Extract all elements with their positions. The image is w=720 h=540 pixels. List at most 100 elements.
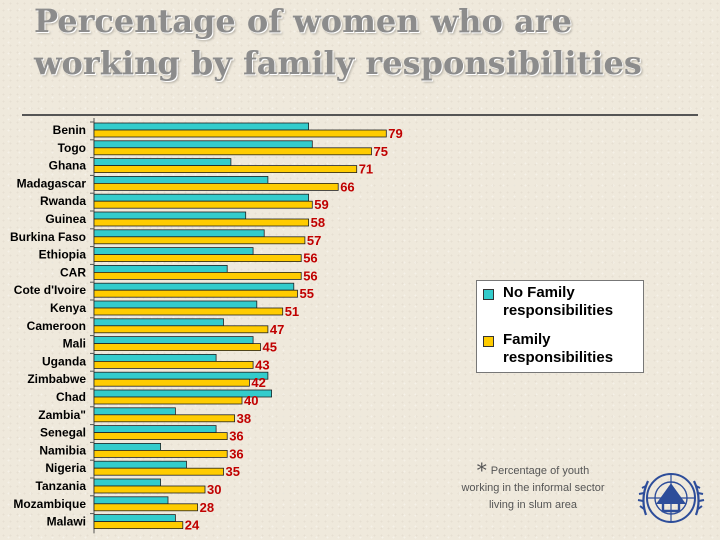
bar-family-benin xyxy=(93,129,387,138)
bar-family-ghana xyxy=(93,165,358,173)
chart-title: Percentage of women who are working by f… xyxy=(34,2,642,82)
bar-family-mozambique xyxy=(93,503,198,512)
bar-family-malawi xyxy=(93,521,184,530)
category-label-burkina-faso: Burkina Faso xyxy=(10,230,86,244)
bar-family-nigeria xyxy=(93,467,224,476)
bar-family-zimbabwe xyxy=(93,378,250,387)
bar-family-uganda xyxy=(93,360,254,369)
bar-family-zambia xyxy=(93,414,236,423)
category-label-cote-d-ivoire: Cote d'Ivoire xyxy=(14,283,87,297)
bar-family-car xyxy=(93,271,302,280)
bar-no-family-tanzania xyxy=(93,478,161,487)
category-label-malawi: Malawi xyxy=(47,515,86,529)
category-label-guinea: Guinea xyxy=(45,212,86,226)
category-label-namibia: Namibia xyxy=(39,443,86,457)
chart-legend: No Family responsibilities Family respon… xyxy=(476,280,644,373)
bar-family-namibia xyxy=(93,449,228,458)
category-label-togo: Togo xyxy=(58,141,86,155)
bar-family-togo xyxy=(93,147,372,156)
legend-label-no-family: No Family responsibilities xyxy=(503,284,614,319)
value-label-kenya: 51 xyxy=(285,304,299,319)
un-habitat-logo-icon xyxy=(637,473,705,523)
bar-no-family-mali xyxy=(93,336,254,345)
bar-family-guinea xyxy=(93,218,310,227)
bar-family-chad xyxy=(93,396,243,405)
footnote: * Percentage of youth working in the info… xyxy=(458,460,608,514)
footnote-text: Percentage of youth working in the infor… xyxy=(461,465,605,511)
value-label-zimbabwe: 42 xyxy=(251,375,265,390)
value-label-mozambique: 28 xyxy=(200,500,214,515)
bar-no-family-cameroon xyxy=(93,318,224,327)
bar-family-rwanda xyxy=(93,200,313,209)
bar-no-family-burkina-faso xyxy=(93,229,265,238)
bar-no-family-ethiopia xyxy=(93,247,254,256)
value-label-car: 56 xyxy=(303,268,317,283)
value-label-tanzania: 30 xyxy=(207,482,221,497)
bar-family-madagascar xyxy=(93,183,339,191)
value-label-togo: 75 xyxy=(374,144,388,159)
bar-no-family-malawi xyxy=(93,514,176,523)
bar-no-family-uganda xyxy=(93,353,217,362)
value-label-rwanda: 59 xyxy=(314,197,328,212)
title-divider xyxy=(22,114,698,116)
category-label-rwanda: Rwanda xyxy=(40,194,86,208)
value-label-zambia: 38 xyxy=(237,411,251,426)
value-label-uganda: 43 xyxy=(255,357,269,372)
bar-family-mali xyxy=(93,343,261,352)
category-label-tanzania: Tanzania xyxy=(36,479,87,493)
category-label-zimbabwe: Zimbabwe xyxy=(27,372,86,386)
category-label-uganda: Uganda xyxy=(42,354,86,368)
bar-chart: Benin 79 Togo 75 Ghana 71 Madagascar 66 Rwanda 59… xyxy=(10,118,403,534)
bar-no-family-zimbabwe xyxy=(93,371,269,380)
value-label-namibia: 36 xyxy=(229,446,243,461)
legend-swatch-family xyxy=(483,336,494,347)
bar-family-cameroon xyxy=(93,325,269,334)
category-label-ethiopia: Ethiopia xyxy=(39,248,87,262)
value-label-senegal: 36 xyxy=(229,429,243,444)
category-label-cameroon: Cameroon xyxy=(27,319,86,333)
bar-no-family-rwanda xyxy=(93,193,310,202)
value-label-mali: 45 xyxy=(263,340,277,355)
legend-swatch-no-family xyxy=(483,289,494,300)
value-label-ghana: 71 xyxy=(359,162,373,177)
bar-no-family-togo xyxy=(93,140,313,149)
bar-no-family-car xyxy=(93,264,228,273)
bar-no-family-namibia xyxy=(93,442,161,451)
category-label-car: CAR xyxy=(60,265,86,279)
legend-label-family: Family responsibilities xyxy=(503,331,614,366)
value-label-guinea: 58 xyxy=(311,215,325,230)
category-label-kenya: Kenya xyxy=(50,301,86,315)
value-label-benin: 79 xyxy=(388,126,402,141)
value-label-chad: 40 xyxy=(244,393,258,408)
category-label-senegal: Senegal xyxy=(40,426,86,440)
bar-no-family-kenya xyxy=(93,300,258,309)
value-label-cameroon: 47 xyxy=(270,322,284,337)
category-label-zambia: Zambia" xyxy=(38,408,86,422)
bar-no-family-zambia xyxy=(93,407,176,416)
bar-family-tanzania xyxy=(93,485,206,494)
category-label-nigeria: Nigeria xyxy=(45,461,86,475)
bar-no-family-mozambique xyxy=(93,496,169,505)
category-label-mali: Mali xyxy=(63,337,86,351)
category-label-madagascar: Madagascar xyxy=(17,176,87,190)
value-label-ethiopia: 56 xyxy=(303,251,317,266)
value-label-burkina-faso: 57 xyxy=(307,233,321,248)
footnote-asterisk: * xyxy=(476,458,487,482)
bar-family-kenya xyxy=(93,307,284,316)
value-label-malawi: 24 xyxy=(185,518,200,533)
bar-family-cote-d-ivoire xyxy=(93,289,298,298)
category-label-mozambique: Mozambique xyxy=(13,497,86,511)
value-label-nigeria: 35 xyxy=(226,464,240,479)
bar-no-family-ghana xyxy=(93,158,232,166)
bar-no-family-nigeria xyxy=(93,460,187,469)
bar-family-burkina-faso xyxy=(93,236,306,245)
bar-no-family-benin xyxy=(93,122,310,131)
bar-no-family-senegal xyxy=(93,425,217,434)
category-label-chad: Chad xyxy=(56,390,86,404)
value-label-madagascar: 66 xyxy=(340,179,354,194)
bar-family-ethiopia xyxy=(93,254,302,263)
category-label-benin: Benin xyxy=(53,123,86,137)
value-label-cote-d-ivoire: 55 xyxy=(300,286,314,301)
bar-family-senegal xyxy=(93,432,228,441)
bar-no-family-guinea xyxy=(93,211,247,220)
